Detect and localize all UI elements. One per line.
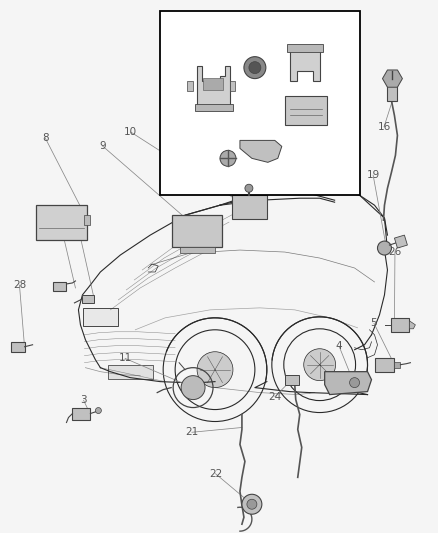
Circle shape — [220, 150, 236, 166]
Bar — [195, 103, 233, 111]
Bar — [172, 215, 222, 247]
Bar — [287, 44, 323, 52]
Polygon shape — [85, 215, 90, 225]
Polygon shape — [230, 80, 235, 91]
Text: 13: 13 — [303, 75, 316, 85]
Text: 16: 16 — [378, 122, 391, 132]
Bar — [35, 205, 88, 240]
Polygon shape — [290, 47, 320, 80]
Text: 28: 28 — [13, 280, 26, 290]
Polygon shape — [395, 235, 407, 248]
Text: 8: 8 — [42, 133, 49, 143]
Bar — [108, 365, 153, 378]
Bar — [374, 358, 395, 372]
Text: 22: 22 — [209, 469, 222, 479]
Circle shape — [197, 352, 233, 387]
Bar — [83, 308, 118, 326]
Bar — [232, 195, 267, 219]
Circle shape — [304, 349, 336, 381]
Text: 6: 6 — [170, 41, 177, 51]
Polygon shape — [382, 70, 403, 87]
Text: 24: 24 — [268, 392, 282, 402]
Text: 10: 10 — [124, 127, 138, 137]
Bar — [72, 408, 90, 419]
Polygon shape — [325, 372, 371, 394]
Bar — [11, 342, 25, 352]
Text: 11: 11 — [119, 353, 132, 364]
Polygon shape — [180, 247, 215, 253]
Text: 19: 19 — [367, 170, 380, 180]
Polygon shape — [187, 80, 193, 91]
Bar — [82, 295, 95, 303]
Text: 12: 12 — [326, 61, 339, 71]
Text: 2: 2 — [74, 217, 81, 228]
Circle shape — [244, 56, 266, 78]
Text: 26: 26 — [389, 247, 402, 256]
Circle shape — [95, 408, 101, 414]
Bar — [203, 78, 223, 90]
Text: 15: 15 — [189, 75, 202, 84]
Polygon shape — [410, 321, 415, 329]
Text: 7: 7 — [231, 38, 237, 48]
Bar — [285, 95, 327, 125]
Polygon shape — [197, 66, 230, 108]
Polygon shape — [240, 140, 282, 163]
Circle shape — [245, 184, 253, 192]
Text: 4: 4 — [336, 341, 343, 351]
Bar — [285, 375, 299, 385]
Text: 21: 21 — [185, 427, 198, 437]
Circle shape — [350, 378, 360, 387]
Circle shape — [378, 241, 392, 255]
Text: 5: 5 — [371, 318, 377, 328]
Circle shape — [247, 499, 257, 509]
Text: 9: 9 — [99, 141, 106, 151]
Circle shape — [242, 494, 262, 514]
Bar — [388, 83, 397, 101]
Circle shape — [181, 376, 205, 400]
Bar — [160, 11, 360, 195]
Polygon shape — [395, 362, 400, 368]
Text: 14: 14 — [332, 38, 346, 48]
Bar — [53, 282, 67, 291]
Circle shape — [249, 62, 261, 74]
Bar — [392, 318, 410, 332]
Text: 3: 3 — [80, 395, 87, 406]
Text: 1: 1 — [54, 206, 61, 216]
